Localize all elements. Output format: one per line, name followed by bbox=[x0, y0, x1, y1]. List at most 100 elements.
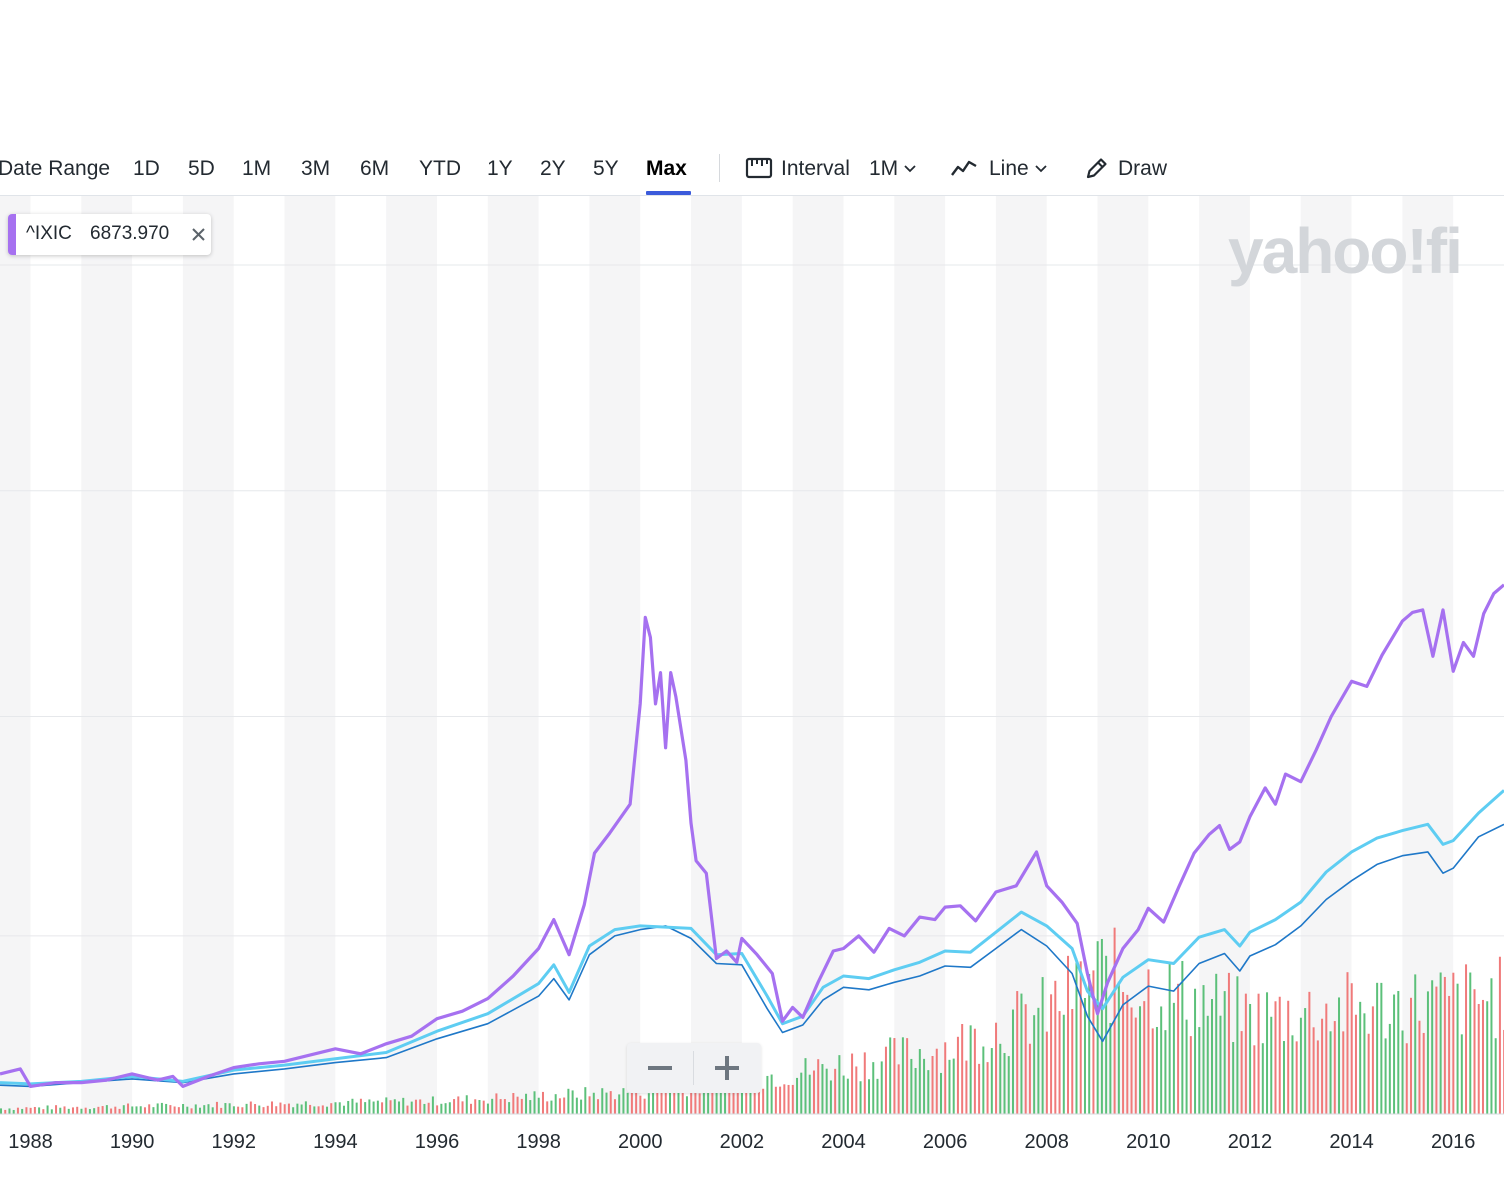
volume-bar bbox=[1477, 1003, 1480, 1114]
range-1d-button[interactable]: 1D bbox=[133, 157, 160, 180]
volume-bar bbox=[884, 1046, 887, 1114]
volume-bar bbox=[702, 1085, 705, 1114]
volume-bar bbox=[1393, 994, 1396, 1114]
volume-bar bbox=[423, 1103, 426, 1114]
volume-bar bbox=[1422, 1032, 1425, 1114]
interval-dropdown[interactable]: 1M bbox=[869, 156, 916, 182]
volume-bar bbox=[232, 1106, 235, 1114]
volume-bar bbox=[851, 1053, 854, 1114]
legend-chip-ixic[interactable]: ^IXIC 6873.970 bbox=[8, 214, 211, 255]
volume-bar bbox=[808, 1074, 811, 1114]
volume-bar bbox=[1333, 1021, 1336, 1114]
volume-bar bbox=[893, 1038, 896, 1114]
date-range-button[interactable]: Date Range bbox=[0, 157, 111, 180]
zoom-in-button[interactable] bbox=[694, 1043, 761, 1093]
x-tick-label: 2008 bbox=[1024, 1131, 1069, 1153]
volume-bar bbox=[169, 1105, 172, 1114]
year-band bbox=[1199, 196, 1250, 1114]
volume-bar bbox=[317, 1106, 320, 1114]
volume-bar bbox=[1244, 993, 1247, 1114]
series-line-series3[interactable] bbox=[0, 823, 1504, 1088]
volume-bar bbox=[931, 1055, 934, 1114]
volume-bar bbox=[804, 1058, 807, 1114]
volume-bar bbox=[711, 1090, 714, 1114]
volume-bar bbox=[694, 1082, 697, 1114]
volume-bar bbox=[635, 1085, 638, 1114]
volume-bar bbox=[669, 1092, 672, 1114]
volume-bar bbox=[969, 1025, 972, 1114]
volume-bar bbox=[995, 1022, 998, 1114]
volume-bar bbox=[520, 1098, 523, 1114]
pencil-icon[interactable] bbox=[1084, 155, 1110, 186]
volume-bar bbox=[558, 1098, 561, 1114]
volume-bar bbox=[440, 1103, 443, 1114]
range-5y-button[interactable]: 5Y bbox=[593, 157, 619, 180]
series-line-ixic[interactable] bbox=[0, 583, 1504, 1088]
volume-bar bbox=[897, 1064, 900, 1114]
range-1y-button[interactable]: 1Y bbox=[487, 157, 513, 180]
x-tick-label: 1996 bbox=[415, 1131, 460, 1153]
volume-bar bbox=[1249, 1003, 1252, 1114]
volume-bar bbox=[952, 1058, 955, 1114]
horizontal-gridlines bbox=[0, 264, 1504, 937]
volume-bar bbox=[63, 1106, 66, 1114]
volume-bar bbox=[965, 1060, 968, 1114]
chart-type-label: Line bbox=[989, 157, 1029, 180]
series-line-series2[interactable] bbox=[0, 789, 1504, 1086]
volume-bar bbox=[368, 1099, 371, 1114]
volume-bar bbox=[652, 1084, 655, 1114]
volume-bar bbox=[770, 1074, 773, 1114]
legend-value: 6873.970 bbox=[90, 223, 170, 244]
volume-bar bbox=[1227, 972, 1230, 1114]
volume-bar bbox=[1486, 1001, 1489, 1114]
year-band bbox=[0, 196, 31, 1114]
range-ytd-button[interactable]: YTD bbox=[419, 157, 461, 180]
volume-bar bbox=[1143, 1001, 1146, 1114]
volume-bar bbox=[304, 1101, 307, 1114]
volume-bar bbox=[753, 1090, 756, 1114]
toolbar-divider bbox=[719, 154, 720, 182]
volume-bar bbox=[359, 1098, 362, 1114]
volume-bar bbox=[1376, 982, 1379, 1114]
line-chart-icon[interactable] bbox=[950, 155, 978, 186]
range-5d-button[interactable]: 5D bbox=[188, 157, 215, 180]
x-tick-label: 2010 bbox=[1126, 1131, 1171, 1153]
range-1m-button[interactable]: 1M bbox=[242, 157, 272, 180]
volume-bar bbox=[736, 1076, 739, 1114]
volume-bar bbox=[1223, 991, 1226, 1114]
x-tick-label: 1994 bbox=[313, 1131, 358, 1153]
year-band bbox=[691, 196, 742, 1114]
x-tick-label: 1988 bbox=[8, 1131, 53, 1153]
close-icon[interactable] bbox=[188, 222, 210, 246]
volume-bar bbox=[503, 1099, 506, 1114]
volume-bar bbox=[406, 1105, 409, 1114]
range-max-button[interactable]: Max bbox=[646, 157, 687, 180]
volume-bar bbox=[376, 1100, 379, 1114]
price-chart[interactable]: 1988 1990 1992 1994 1996 1998 2000 2002 2004 2006… bbox=[0, 196, 1504, 1200]
volume-bar bbox=[863, 1052, 866, 1114]
volume-bar bbox=[486, 1103, 489, 1114]
chart-type-dropdown[interactable]: Line bbox=[989, 156, 1047, 182]
range-6m-button[interactable]: 6M bbox=[360, 157, 390, 180]
volume-bar bbox=[978, 1063, 981, 1114]
volume-bar bbox=[859, 1081, 862, 1114]
draw-button[interactable]: Draw bbox=[1118, 157, 1168, 180]
range-2y-button[interactable]: 2Y bbox=[540, 157, 566, 180]
volume-bar bbox=[1198, 1027, 1201, 1114]
volume-bar bbox=[389, 1100, 392, 1114]
volume-bar bbox=[812, 1070, 815, 1114]
volume-bar bbox=[110, 1108, 113, 1114]
volume-bar bbox=[152, 1107, 155, 1114]
volume-bar bbox=[1460, 1034, 1463, 1114]
volume-bar bbox=[1185, 1019, 1188, 1114]
volume-bar bbox=[664, 1088, 667, 1114]
interval-ruler-icon[interactable] bbox=[745, 155, 773, 186]
volume-bar bbox=[355, 1102, 358, 1114]
volume-bar bbox=[16, 1107, 19, 1114]
range-3m-button[interactable]: 3M bbox=[301, 157, 331, 180]
volume-bar bbox=[372, 1101, 375, 1114]
zoom-out-button[interactable] bbox=[627, 1043, 694, 1093]
volume-bar bbox=[660, 1089, 663, 1114]
volume-bar bbox=[673, 1085, 676, 1114]
volume-bar bbox=[1439, 972, 1442, 1114]
